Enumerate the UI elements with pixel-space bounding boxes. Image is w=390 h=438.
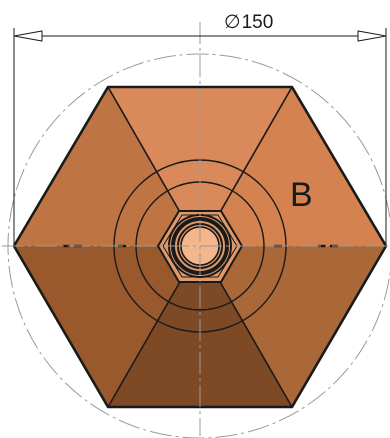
dimension-value: 150 — [242, 12, 274, 33]
dimension-label: ∅150 — [224, 12, 273, 33]
dimension-arrow-right — [357, 30, 387, 42]
dimension-arrow-left — [13, 30, 43, 42]
hex-face-upper-right — [200, 87, 386, 246]
dimension-line — [13, 30, 387, 42]
hex-face-lower-right — [200, 246, 386, 407]
hex-face-lower-left — [14, 246, 200, 407]
hex-face-upper-left — [14, 87, 200, 246]
dimension-extension-lines — [13, 28, 387, 244]
face-label: B — [290, 176, 313, 214]
centerlines — [2, 22, 388, 436]
diameter-symbol: ∅ — [224, 12, 241, 33]
